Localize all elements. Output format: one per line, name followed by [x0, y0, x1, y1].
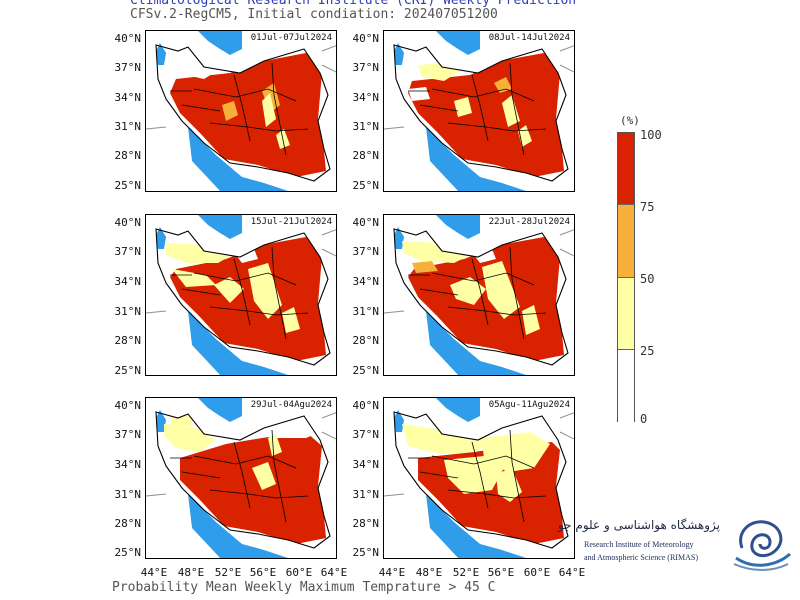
panel-2-date-label: 08Jul-14Jul2024 [488, 33, 570, 43]
lat-label-37: 37°N [352, 245, 380, 258]
lat-label-28: 28°N [114, 334, 142, 347]
lat-label-40: 40°N [114, 32, 142, 45]
map-panel-6: 05Agu-11Agu2024 [383, 397, 575, 559]
map-panel-2: 08Jul-14Jul2024 [383, 30, 575, 192]
bottom-caption: Probability Mean Weekly Maximum Tempratu… [112, 580, 496, 595]
lat-label-28: 28°N [352, 334, 380, 347]
lat-label-25: 25°N [352, 364, 380, 377]
lat-label-25: 25°N [114, 364, 142, 377]
panel-1-date-label: 01Jul-07Jul2024 [250, 33, 332, 43]
main-title: Climatological Research Institute (CRI) … [130, 0, 577, 8]
lon-label-52: 52°E [214, 566, 242, 579]
legend-band-25-50 [618, 278, 634, 350]
panel-5-map [146, 398, 336, 558]
lon-label-44: 44°E [378, 566, 406, 579]
lat-label-34: 34°N [352, 275, 380, 288]
lat-label-34: 34°N [114, 458, 142, 471]
legend-band-75-100 [618, 133, 634, 205]
lat-label-37: 37°N [114, 428, 142, 441]
lat-label-31: 31°N [352, 305, 380, 318]
lat-label-25: 25°N [352, 179, 380, 192]
legend-unit-label: (%) [620, 114, 640, 127]
panel-4-date-label: 22Jul-28Jul2024 [488, 217, 570, 227]
lat-label-37: 37°N [114, 61, 142, 74]
logo-english-line-1: Research Institute of Meteorology [584, 540, 694, 549]
panel-3-map [146, 215, 336, 375]
logo-persian-text: پژوهشگاه هواشناسی و علوم جو [557, 518, 720, 532]
lon-label-48: 48°E [177, 566, 205, 579]
logo-english-line-2: and Atmospheric Science (RIMAS) [584, 553, 698, 562]
lat-label-40: 40°N [352, 216, 380, 229]
lon-label-60: 60°E [285, 566, 313, 579]
lat-label-28: 28°N [352, 149, 380, 162]
map-panel-1: 01Jul-07Jul2024 [145, 30, 337, 192]
lat-label-34: 34°N [352, 458, 380, 471]
lon-label-44: 44°E [140, 566, 168, 579]
legend-band-0-25 [618, 350, 634, 422]
panel-4-map [384, 215, 574, 375]
lon-label-56: 56°E [487, 566, 515, 579]
lat-label-31: 31°N [352, 120, 380, 133]
lon-label-56: 56°E [249, 566, 277, 579]
legend-tick-50: 50 [640, 272, 655, 286]
map-panel-4: 22Jul-28Jul2024 [383, 214, 575, 376]
lon-label-64: 64°E [558, 566, 586, 579]
lat-label-25: 25°N [114, 179, 142, 192]
lat-label-37: 37°N [352, 428, 380, 441]
lat-label-37: 37°N [352, 61, 380, 74]
lon-label-64: 64°E [320, 566, 348, 579]
panel-1-map [146, 31, 336, 191]
lon-label-48: 48°E [415, 566, 443, 579]
lat-label-31: 31°N [114, 305, 142, 318]
panel-5-date-label: 29Jul-04Agu2024 [250, 400, 332, 410]
panel-3-date-label: 15Jul-21Jul2024 [250, 217, 332, 227]
subtitle: CFSv.2-RegCM5, Initial condiation: 20240… [130, 7, 498, 22]
lat-label-28: 28°N [352, 517, 380, 530]
rimas-logo: پژوهشگاه هواشناسی و علوم جو Research Ins… [558, 512, 798, 572]
lat-label-31: 31°N [114, 488, 142, 501]
lat-label-40: 40°N [114, 216, 142, 229]
legend-band-50-75 [618, 205, 634, 278]
map-panel-3: 15Jul-21Jul2024 [145, 214, 337, 376]
colorbar [617, 132, 635, 422]
legend-tick-0: 0 [640, 412, 648, 426]
panel-6-map [384, 398, 574, 558]
lat-label-37: 37°N [114, 245, 142, 258]
legend-tick-75: 75 [640, 200, 655, 214]
lat-label-34: 34°N [114, 275, 142, 288]
lon-label-60: 60°E [523, 566, 551, 579]
lat-label-40: 40°N [352, 399, 380, 412]
lat-label-28: 28°N [114, 517, 142, 530]
lat-label-40: 40°N [114, 399, 142, 412]
panel-2-map [384, 31, 574, 191]
logo-swirl-icon [733, 520, 791, 571]
lat-label-34: 34°N [352, 91, 380, 104]
panel-6-date-label: 05Agu-11Agu2024 [488, 400, 570, 410]
map-panel-5: 29Jul-04Agu2024 [145, 397, 337, 559]
lat-label-34: 34°N [114, 91, 142, 104]
lat-label-25: 25°N [114, 546, 142, 559]
lat-label-31: 31°N [114, 120, 142, 133]
lat-label-31: 31°N [352, 488, 380, 501]
lat-label-40: 40°N [352, 32, 380, 45]
legend-tick-25: 25 [640, 344, 655, 358]
lat-label-28: 28°N [114, 149, 142, 162]
legend-tick-100: 100 [640, 128, 662, 142]
lat-label-25: 25°N [352, 546, 380, 559]
lon-label-52: 52°E [452, 566, 480, 579]
